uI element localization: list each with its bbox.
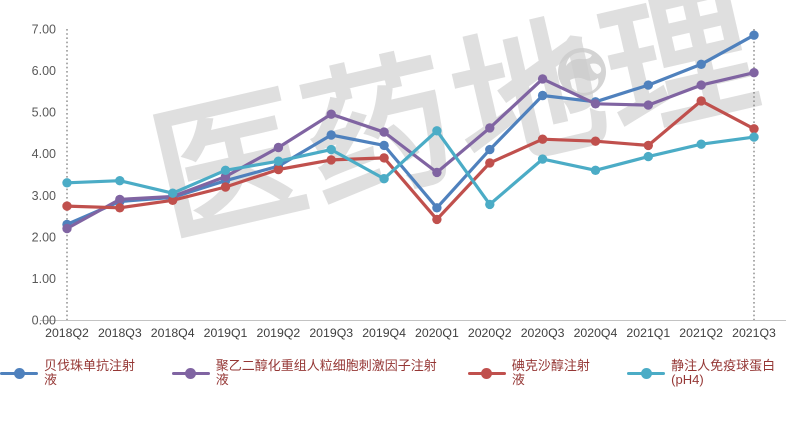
data-point-s0: [485, 144, 495, 155]
data-point-s2: [168, 195, 178, 205]
y-tick-label: 6.00: [32, 64, 56, 78]
data-point-s3: [326, 144, 336, 155]
data-point-s3: [485, 199, 495, 210]
data-point-s1: [749, 68, 759, 78]
data-point-s0: [432, 203, 442, 213]
y-tick-label: 2.00: [32, 230, 56, 244]
data-point-s1: [326, 109, 336, 119]
data-point-s1: [696, 80, 706, 90]
x-tick-label: 2021Q1: [626, 326, 670, 340]
legend-label-3: 静注人免疫球蛋白(pH4): [671, 358, 776, 387]
data-point-s1: [62, 223, 72, 234]
data-point-s3: [696, 139, 706, 149]
legend-item-2: 碘克沙醇注射液: [467, 358, 597, 387]
x-tick-label: 2020Q2: [468, 326, 512, 340]
data-point-s3: [220, 165, 231, 175]
data-point-s3: [168, 188, 178, 198]
legend-line-marker-icon: [171, 367, 210, 379]
x-tick-label: 2019Q1: [204, 326, 248, 340]
data-point-s2: [273, 164, 284, 175]
x-tick-label: 2018Q2: [45, 326, 89, 340]
line-chart: 0.00 1.00 2.00 3.00 4.00 5.00 6.00 7.00 2018Q2 20…: [32, 23, 786, 340]
legend-line-marker-icon: [0, 367, 38, 379]
data-point-s1: [590, 99, 601, 109]
legend-item-0: 贝伐珠单抗注射液: [0, 359, 142, 387]
data-point-s3: [379, 174, 389, 184]
data-point-s2: [115, 203, 125, 213]
data-point-s3: [115, 176, 125, 186]
data-point-s2: [432, 214, 442, 225]
legend-label-2: 碘克沙醇注射液: [511, 358, 590, 387]
series-line-3: [65, 129, 756, 206]
legend-label-1: 聚乙二醇化重组人粒细胞刺激因子注射液: [215, 358, 437, 387]
data-point-s0: [379, 140, 389, 151]
series-line-1: [65, 71, 756, 231]
data-point-s2: [220, 182, 231, 192]
x-tick-label: 2020Q3: [521, 326, 565, 340]
data-point-s1: [643, 100, 653, 110]
data-point-s0: [537, 90, 548, 101]
data-point-s1: [379, 127, 389, 137]
data-point-s2: [485, 158, 495, 168]
data-point-s2: [62, 201, 72, 211]
legend-line-marker-icon: [627, 367, 666, 379]
legend-label-0: 贝伐珠单抗注射液: [44, 358, 136, 387]
data-point-s3: [590, 165, 601, 175]
x-tick-label: 2019Q4: [362, 326, 406, 340]
data-point-s2: [749, 124, 759, 134]
legend: 贝伐珠单抗注射液 聚乙二醇化重组人粒细胞刺激因子注射液 碘克沙醇注射液 静注人免疫球蛋…: [0, 356, 800, 390]
x-tick-label: 2019Q2: [257, 326, 301, 340]
globe-icon: [558, 48, 606, 96]
data-point-s1: [485, 123, 495, 133]
data-point-s0: [643, 80, 653, 90]
data-point-s3: [749, 132, 759, 142]
x-tick-label: 2019Q3: [309, 326, 353, 340]
data-point-s3: [643, 151, 653, 162]
data-point-s1: [115, 194, 125, 205]
data-point-s2: [696, 96, 706, 106]
data-point-s0: [696, 59, 706, 69]
x-tick-label: 2020Q1: [415, 326, 459, 340]
data-point-s2: [326, 155, 336, 165]
x-tick-label: 2021Q3: [732, 326, 776, 340]
x-tick-label: 2018Q3: [98, 326, 142, 340]
x-tick-label: 2018Q4: [151, 326, 195, 340]
legend-item-1: 聚乙二醇化重组人粒细胞刺激因子注射液: [171, 358, 438, 387]
data-point-s1: [273, 142, 284, 153]
data-point-s2: [379, 153, 389, 163]
x-tick-label: 2020Q4: [574, 326, 618, 340]
data-point-s2: [643, 140, 653, 151]
data-point-s2: [537, 134, 548, 144]
data-point-s1: [432, 167, 442, 178]
data-point-s2: [590, 136, 601, 146]
data-point-s3: [537, 154, 548, 164]
data-point-s3: [273, 156, 284, 166]
data-point-s1: [537, 74, 548, 84]
series-line-2: [65, 99, 756, 221]
y-tick-label: 5.00: [32, 106, 56, 120]
y-tick-label: 1.00: [32, 272, 56, 286]
legend-item-3: 静注人免疫球蛋白(pH4): [627, 359, 800, 387]
y-tick-label: 4.00: [32, 147, 56, 161]
y-tick-label: 3.00: [32, 189, 56, 203]
y-tick-label: 0.00: [32, 314, 56, 328]
legend-line-marker-icon: [467, 367, 506, 379]
data-point-s3: [62, 178, 72, 188]
x-tick-label: 2021Q2: [679, 326, 723, 340]
y-tick-label: 7.00: [32, 23, 56, 37]
data-point-s0: [749, 30, 759, 40]
data-point-s0: [326, 130, 336, 140]
data-point-s3: [432, 126, 442, 136]
